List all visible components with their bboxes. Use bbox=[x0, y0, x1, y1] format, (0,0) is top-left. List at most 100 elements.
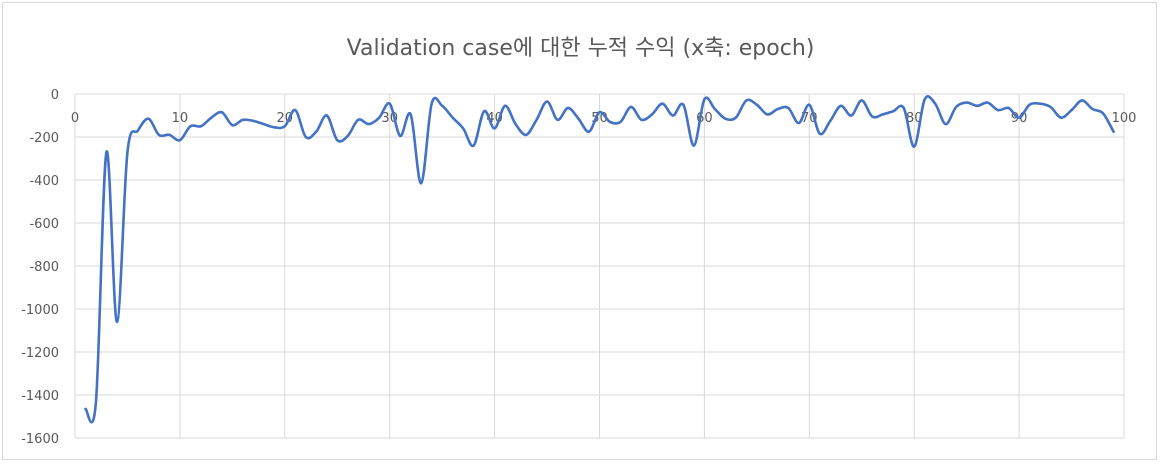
data-point bbox=[933, 102, 937, 105]
data-point bbox=[357, 118, 360, 122]
x-tick-label: 0 bbox=[71, 111, 79, 126]
data-point bbox=[871, 115, 874, 118]
data-point bbox=[608, 120, 612, 124]
chart-title: Validation case에 대한 누적 수익 (x축: epoch) bbox=[346, 36, 815, 61]
data-point bbox=[336, 139, 339, 142]
data-point bbox=[598, 111, 601, 114]
data-point bbox=[1059, 116, 1063, 119]
data-point bbox=[315, 130, 318, 133]
data-point bbox=[220, 111, 224, 114]
y-tick-label: -1400 bbox=[21, 389, 59, 404]
series-group bbox=[84, 95, 1115, 424]
data-point bbox=[430, 102, 433, 105]
data-point bbox=[210, 116, 213, 119]
data-point bbox=[755, 103, 759, 106]
data-point bbox=[975, 104, 979, 108]
data-point bbox=[157, 133, 161, 137]
data-point bbox=[619, 120, 622, 124]
data-point bbox=[545, 100, 549, 103]
data-point bbox=[902, 106, 905, 110]
y-tick-label: -1200 bbox=[21, 346, 59, 361]
data-point bbox=[514, 122, 517, 126]
x-tick-label: 10 bbox=[172, 111, 189, 126]
data-point bbox=[703, 98, 706, 101]
data-point bbox=[524, 133, 528, 137]
data-point bbox=[367, 122, 370, 126]
data-point bbox=[409, 113, 412, 116]
data-point bbox=[829, 119, 832, 123]
data-point bbox=[850, 114, 853, 117]
data-point bbox=[860, 99, 863, 102]
data-point bbox=[650, 113, 654, 116]
data-point bbox=[325, 114, 328, 117]
data-point bbox=[168, 133, 171, 137]
data-point bbox=[913, 145, 916, 148]
data-point bbox=[808, 103, 811, 106]
data-point bbox=[283, 125, 286, 128]
data-point bbox=[839, 104, 842, 108]
data-point bbox=[640, 118, 643, 122]
data-point bbox=[818, 132, 821, 135]
data-point bbox=[189, 125, 192, 128]
data-point bbox=[105, 150, 108, 154]
data-point bbox=[294, 108, 297, 112]
data-point bbox=[178, 139, 182, 142]
y-tick-label: -600 bbox=[29, 217, 59, 232]
data-point bbox=[954, 105, 958, 109]
data-point bbox=[1049, 105, 1052, 109]
data-point bbox=[682, 103, 685, 106]
y-axis-ticks: 0 -200 -400 -600 -800 -1000 -1200 -1400 -1600 bbox=[21, 88, 59, 447]
y-tick-label: -1000 bbox=[21, 303, 59, 318]
x-tick-label: 80 bbox=[906, 111, 923, 126]
data-point bbox=[1101, 112, 1105, 115]
y-tick-label: -200 bbox=[29, 131, 59, 146]
data-point bbox=[1070, 108, 1073, 112]
data-point bbox=[881, 113, 884, 116]
data-point bbox=[126, 150, 129, 154]
data-point bbox=[986, 101, 989, 104]
data-point bbox=[388, 102, 391, 105]
gridlines bbox=[74, 93, 1125, 439]
data-point bbox=[1028, 103, 1031, 106]
y-tick-label: 0 bbox=[51, 88, 59, 103]
data-point bbox=[566, 106, 570, 110]
data-point bbox=[231, 123, 234, 127]
data-point bbox=[787, 106, 790, 110]
data-point bbox=[147, 117, 150, 120]
data-point bbox=[629, 105, 633, 109]
data-point bbox=[1112, 130, 1115, 133]
y-tick-label: -1600 bbox=[21, 432, 59, 447]
data-point bbox=[398, 134, 402, 138]
data-point bbox=[304, 135, 307, 139]
data-point bbox=[136, 129, 140, 132]
data-point bbox=[451, 116, 454, 119]
data-point bbox=[94, 400, 98, 403]
data-point bbox=[503, 104, 507, 108]
data-point bbox=[493, 127, 496, 130]
y-tick-label: -800 bbox=[29, 260, 59, 275]
data-point bbox=[724, 117, 727, 120]
data-point bbox=[1017, 116, 1021, 119]
data-point bbox=[1007, 106, 1010, 110]
data-point bbox=[440, 104, 444, 108]
data-point bbox=[346, 134, 349, 138]
data-point bbox=[692, 144, 696, 147]
data-point bbox=[923, 98, 926, 101]
data-point bbox=[461, 127, 465, 130]
series-line bbox=[84, 95, 1115, 424]
data-point bbox=[535, 118, 538, 122]
data-point bbox=[419, 182, 423, 185]
data-point bbox=[1038, 102, 1042, 105]
data-point bbox=[378, 116, 381, 119]
data-point bbox=[252, 119, 255, 123]
data-point bbox=[892, 110, 895, 113]
data-point bbox=[944, 122, 947, 126]
data-point bbox=[661, 102, 664, 105]
data-point bbox=[577, 117, 580, 120]
data-point bbox=[734, 116, 738, 119]
x-tick-label: 20 bbox=[277, 111, 294, 126]
data-point bbox=[1091, 107, 1094, 111]
data-point bbox=[713, 107, 717, 111]
